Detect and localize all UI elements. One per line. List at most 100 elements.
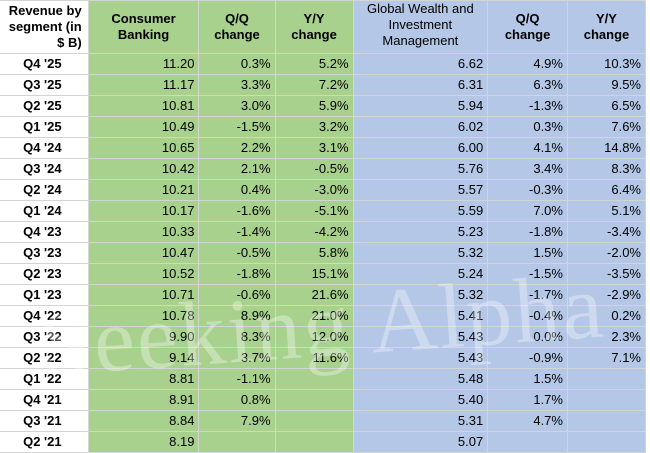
cell-gw-revenue[interactable]: 5.48 xyxy=(352,368,489,390)
cell-cb-qoq[interactable]: 0.8% xyxy=(198,389,276,411)
cell-gw-yoy[interactable]: -2.0% xyxy=(566,242,647,264)
cell-cb-qoq[interactable]: 0.3% xyxy=(198,53,276,75)
header-gw-qoq[interactable]: Q/Q change xyxy=(487,0,568,54)
cell-quarter[interactable]: Q3 '21 xyxy=(0,410,89,432)
cell-gw-qoq[interactable]: 6.3% xyxy=(487,74,568,96)
cell-gw-revenue[interactable]: 5.59 xyxy=(352,200,489,222)
cell-quarter[interactable]: Q3 '25 xyxy=(0,74,89,96)
cell-gw-yoy[interactable]: 6.4% xyxy=(566,179,647,201)
cell-gw-revenue[interactable]: 5.40 xyxy=(352,389,489,411)
cell-cb-revenue[interactable]: 9.14 xyxy=(87,347,200,369)
cell-gw-qoq[interactable]: 7.0% xyxy=(487,200,568,222)
cell-cb-yoy[interactable] xyxy=(274,368,354,390)
cell-gw-yoy[interactable]: 6.5% xyxy=(566,95,647,117)
cell-cb-qoq[interactable]: 0.4% xyxy=(198,179,276,201)
cell-gw-revenue[interactable]: 6.00 xyxy=(352,137,489,159)
cell-cb-revenue[interactable]: 8.91 xyxy=(87,389,200,411)
cell-cb-revenue[interactable]: 10.52 xyxy=(87,263,200,285)
cell-gw-yoy[interactable]: 14.8% xyxy=(566,137,647,159)
cell-quarter[interactable]: Q1 '23 xyxy=(0,284,89,306)
cell-cb-yoy[interactable] xyxy=(274,410,354,432)
cell-quarter[interactable]: Q3 '23 xyxy=(0,242,89,264)
cell-gw-yoy[interactable] xyxy=(566,410,647,432)
cell-cb-qoq[interactable]: 8.3% xyxy=(198,326,276,348)
cell-gw-qoq[interactable]: 4.7% xyxy=(487,410,568,432)
cell-gw-qoq[interactable]: 1.7% xyxy=(487,389,568,411)
cell-cb-yoy[interactable]: 3.1% xyxy=(274,137,354,159)
cell-quarter[interactable]: Q1 '24 xyxy=(0,200,89,222)
cell-quarter[interactable]: Q4 '21 xyxy=(0,389,89,411)
cell-quarter[interactable]: Q1 '25 xyxy=(0,116,89,138)
cell-cb-revenue[interactable]: 9.90 xyxy=(87,326,200,348)
cell-cb-revenue[interactable]: 10.21 xyxy=(87,179,200,201)
cell-gw-qoq[interactable]: 1.5% xyxy=(487,242,568,264)
cell-cb-qoq[interactable]: 8.9% xyxy=(198,305,276,327)
cell-quarter[interactable]: Q2 '24 xyxy=(0,179,89,201)
cell-quarter[interactable]: Q2 '21 xyxy=(0,431,89,453)
cell-gw-qoq[interactable]: 4.9% xyxy=(487,53,568,75)
cell-quarter[interactable]: Q3 '22 xyxy=(0,326,89,348)
cell-cb-yoy[interactable]: 11.6% xyxy=(274,347,354,369)
cell-cb-qoq[interactable]: 3.7% xyxy=(198,347,276,369)
cell-gw-revenue[interactable]: 5.43 xyxy=(352,347,489,369)
cell-cb-revenue[interactable]: 8.81 xyxy=(87,368,200,390)
cell-gw-yoy[interactable]: 8.3% xyxy=(566,158,647,180)
cell-cb-yoy[interactable]: 15.1% xyxy=(274,263,354,285)
cell-cb-qoq[interactable]: -1.5% xyxy=(198,116,276,138)
cell-gw-yoy[interactable]: 9.5% xyxy=(566,74,647,96)
cell-cb-qoq[interactable] xyxy=(198,431,276,453)
cell-cb-revenue[interactable]: 8.19 xyxy=(87,431,200,453)
cell-gw-qoq[interactable]: -0.9% xyxy=(487,347,568,369)
cell-cb-qoq[interactable]: -1.8% xyxy=(198,263,276,285)
cell-cb-revenue[interactable]: 10.78 xyxy=(87,305,200,327)
cell-quarter[interactable]: Q2 '23 xyxy=(0,263,89,285)
cell-gw-revenue[interactable]: 6.31 xyxy=(352,74,489,96)
header-label[interactable]: Revenue by segment (in $ B) xyxy=(0,0,89,54)
cell-cb-yoy[interactable]: -4.2% xyxy=(274,221,354,243)
cell-quarter[interactable]: Q4 '25 xyxy=(0,53,89,75)
cell-cb-yoy[interactable]: 5.2% xyxy=(274,53,354,75)
cell-gw-yoy[interactable]: 10.3% xyxy=(566,53,647,75)
cell-cb-yoy[interactable] xyxy=(274,431,354,453)
cell-cb-revenue[interactable]: 10.17 xyxy=(87,200,200,222)
cell-gw-qoq[interactable]: -1.5% xyxy=(487,263,568,285)
cell-cb-revenue[interactable]: 11.20 xyxy=(87,53,200,75)
cell-gw-yoy[interactable]: 2.3% xyxy=(566,326,647,348)
cell-cb-revenue[interactable]: 10.81 xyxy=(87,95,200,117)
cell-cb-qoq[interactable]: 2.1% xyxy=(198,158,276,180)
cell-cb-revenue[interactable]: 10.47 xyxy=(87,242,200,264)
cell-gw-revenue[interactable]: 6.62 xyxy=(352,53,489,75)
cell-gw-revenue[interactable]: 5.41 xyxy=(352,305,489,327)
cell-gw-yoy[interactable]: 7.1% xyxy=(566,347,647,369)
cell-gw-qoq[interactable]: 4.1% xyxy=(487,137,568,159)
cell-gw-qoq[interactable]: -1.8% xyxy=(487,221,568,243)
cell-quarter[interactable]: Q3 '24 xyxy=(0,158,89,180)
cell-cb-yoy[interactable]: 3.2% xyxy=(274,116,354,138)
cell-gw-yoy[interactable] xyxy=(566,431,647,453)
cell-cb-revenue[interactable]: 10.65 xyxy=(87,137,200,159)
header-cb-yoy[interactable]: Y/Y change xyxy=(274,0,354,54)
cell-cb-qoq[interactable]: 7.9% xyxy=(198,410,276,432)
cell-cb-yoy[interactable]: 21.6% xyxy=(274,284,354,306)
cell-gw-revenue[interactable]: 5.32 xyxy=(352,242,489,264)
cell-gw-yoy[interactable] xyxy=(566,368,647,390)
cell-cb-yoy[interactable] xyxy=(274,389,354,411)
cell-cb-revenue[interactable]: 10.33 xyxy=(87,221,200,243)
cell-gw-qoq[interactable] xyxy=(487,431,568,453)
cell-gw-qoq[interactable]: -1.7% xyxy=(487,284,568,306)
cell-gw-yoy[interactable]: 5.1% xyxy=(566,200,647,222)
cell-cb-yoy[interactable]: 21.0% xyxy=(274,305,354,327)
header-cb-qoq[interactable]: Q/Q change xyxy=(198,0,276,54)
cell-cb-yoy[interactable]: 12.0% xyxy=(274,326,354,348)
cell-cb-revenue[interactable]: 8.84 xyxy=(87,410,200,432)
cell-cb-revenue[interactable]: 10.42 xyxy=(87,158,200,180)
cell-cb-qoq[interactable]: -1.1% xyxy=(198,368,276,390)
cell-cb-revenue[interactable]: 10.49 xyxy=(87,116,200,138)
cell-quarter[interactable]: Q2 '22 xyxy=(0,347,89,369)
cell-gw-yoy[interactable]: 7.6% xyxy=(566,116,647,138)
cell-cb-qoq[interactable]: 2.2% xyxy=(198,137,276,159)
cell-cb-revenue[interactable]: 10.71 xyxy=(87,284,200,306)
cell-gw-revenue[interactable]: 5.31 xyxy=(352,410,489,432)
cell-gw-qoq[interactable]: 3.4% xyxy=(487,158,568,180)
cell-gw-revenue[interactable]: 6.02 xyxy=(352,116,489,138)
